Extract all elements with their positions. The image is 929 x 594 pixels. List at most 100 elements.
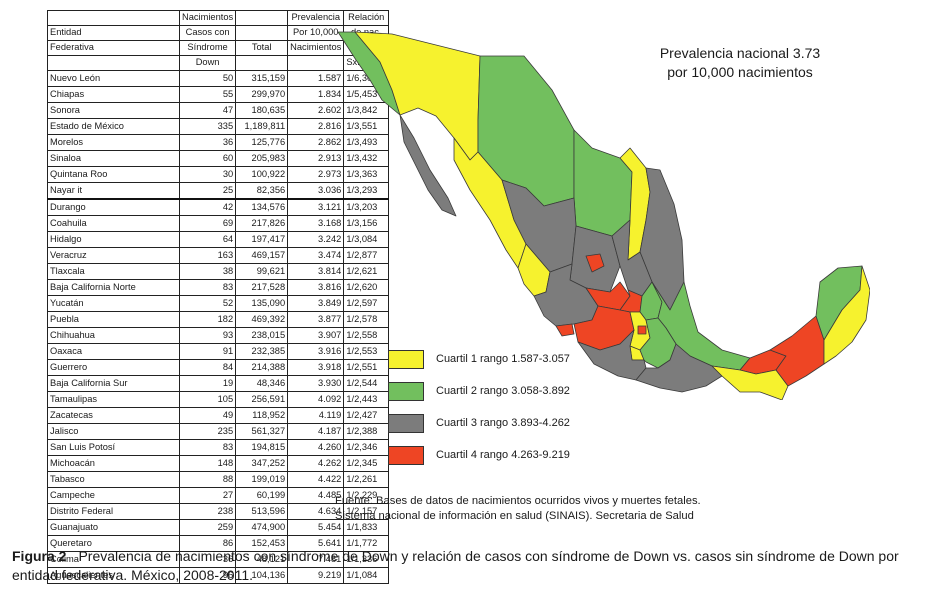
state-coahuila <box>573 129 633 237</box>
cell-total: 214,388 <box>235 359 289 376</box>
cell-casos: 105 <box>178 391 237 408</box>
table-body: Nacimientos Prevalencia Relación Entidad Cas… <box>47 10 390 584</box>
table-row: Nuevo León 50 315,159 1.587 1/6,302 <box>47 70 390 87</box>
cell-casos: 96 <box>178 567 237 584</box>
header-cell: Total <box>235 40 289 56</box>
table-row: Baja California Norte 83 217,528 3.816 1/2,6… <box>47 279 390 296</box>
cell-entidad: Estado de México <box>47 118 180 135</box>
cell-entidad: Veracruz <box>47 247 180 264</box>
cell-casos: 238 <box>178 503 237 520</box>
cell-prevalencia: 4.119 <box>287 407 345 424</box>
cell-entidad: Michoacán <box>47 455 180 472</box>
table-row: Aguascalientes 96 104,136 9.219 1/1,084 <box>47 567 390 584</box>
cell-entidad: Campeche <box>47 487 180 504</box>
table-row: Michoacán 148 347,252 4.262 1/2,345 <box>47 455 390 472</box>
cell-casos: 27 <box>178 487 237 504</box>
header-cell: Síndrome <box>178 40 237 56</box>
cell-casos: 49 <box>178 407 237 424</box>
cell-entidad: Zacatecas <box>47 407 180 424</box>
cell-relacion: 1/2,427 <box>343 407 390 424</box>
cell-total: 100,922 <box>235 166 289 183</box>
national-prevalence-label: Prevalencia nacional 3.73 por 10,000 nac… <box>640 44 840 82</box>
state-quintana-roo <box>823 265 870 365</box>
source-line-2: Sistema nacional de información en salud… <box>335 510 694 522</box>
legend-swatch-quartile-1 <box>388 350 424 369</box>
cell-total: 82,356 <box>235 182 289 200</box>
cell-casos: 47 <box>178 102 237 119</box>
cell-entidad: Baja California Sur <box>47 375 180 392</box>
cell-casos: 60 <box>178 150 237 167</box>
cell-relacion: 1/3,363 <box>343 166 390 183</box>
figure-label: Figura 2 <box>12 548 67 564</box>
state-baja-california-sur <box>399 114 457 217</box>
header-cell: Nacimientos <box>178 10 237 26</box>
cell-entidad: Nayar it <box>47 182 180 200</box>
cell-entidad: Quintana Roo <box>47 166 180 183</box>
cell-prevalencia: 2.973 <box>287 166 345 183</box>
table-row: Veracruz 163 469,157 3.474 1/2,877 <box>47 247 390 264</box>
cell-casos: 52 <box>178 295 237 312</box>
legend-item-quartile-1: Cuartil 1 rango 1.587-3.057 <box>388 350 608 370</box>
national-prevalence-line1: Prevalencia nacional 3.73 <box>659 45 821 61</box>
cell-entidad: Chiapas <box>47 86 180 103</box>
cell-casos: 163 <box>178 247 237 264</box>
cell-total: 469,392 <box>235 311 289 328</box>
table-row: Estado de México 335 1,189,811 2.816 1/3,551 <box>47 118 390 135</box>
cell-casos: 335 <box>178 118 237 135</box>
table-row: Sonora 47 180,635 2.602 1/3,842 <box>47 102 390 119</box>
cell-entidad: Baja California Norte <box>47 279 180 296</box>
cell-prevalencia: 4.262 <box>287 455 345 472</box>
state-colima <box>555 323 575 337</box>
table-row: Chiapas 55 299,970 1.834 1/5,453 <box>47 86 390 103</box>
cell-relacion: 1/1,084 <box>343 567 390 584</box>
header-cell: Down <box>178 55 237 71</box>
table-row: Tabasco 88 199,019 4.422 1/2,261 <box>47 471 390 488</box>
cell-total: 134,576 <box>235 198 289 216</box>
cell-casos: 83 <box>178 279 237 296</box>
cell-total: 118,952 <box>235 407 289 424</box>
cell-casos: 36 <box>178 134 237 151</box>
header-cell <box>47 55 180 71</box>
cell-casos: 25 <box>178 182 237 200</box>
cell-total: 299,970 <box>235 86 289 103</box>
cell-total: 199,019 <box>235 471 289 488</box>
cell-casos: 182 <box>178 311 237 328</box>
cell-total: 194,815 <box>235 439 289 456</box>
cell-total: 561,327 <box>235 423 289 440</box>
table-row: Campeche 27 60,199 4.485 1/2,229 <box>47 487 390 504</box>
cell-entidad: Puebla <box>47 311 180 328</box>
legend-swatch-quartile-4 <box>388 446 424 465</box>
cell-casos: 91 <box>178 343 237 360</box>
cell-prevalencia: 4.422 <box>287 471 345 488</box>
cell-total: 217,826 <box>235 215 289 232</box>
cell-casos: 84 <box>178 359 237 376</box>
cell-casos: 88 <box>178 471 237 488</box>
legend-label-quartile-1: Cuartil 1 rango 1.587-3.057 <box>436 353 570 365</box>
cell-relacion: 1/2,388 <box>343 423 390 440</box>
cell-entidad: Hidalgo <box>47 231 180 248</box>
table-row: Durango 42 134,576 3.121 1/3,203 <box>47 198 390 216</box>
cell-casos: 30 <box>178 166 237 183</box>
table-row: Guanajuato 259 474,900 5.454 1/1,833 <box>47 519 390 536</box>
cell-prevalencia: 3.168 <box>287 215 345 232</box>
figure-caption-text: Prevalencia de nacimientos con síndrome … <box>12 548 899 583</box>
header-cell <box>235 10 289 26</box>
cell-casos: 259 <box>178 519 237 536</box>
legend-swatch-quartile-2 <box>388 382 424 401</box>
cell-relacion: 1/2,261 <box>343 471 390 488</box>
header-cell <box>47 10 180 26</box>
state-campeche <box>769 315 825 387</box>
cell-entidad: Aguascalientes <box>47 567 180 584</box>
cell-entidad: Tamaulipas <box>47 391 180 408</box>
cell-entidad: Nuevo León <box>47 70 180 87</box>
cell-total: 197,417 <box>235 231 289 248</box>
figure-caption: Figura 2 Prevalencia de nacimientos con s… <box>12 547 924 585</box>
cell-total: 217,528 <box>235 279 289 296</box>
cell-total: 180,635 <box>235 102 289 119</box>
cell-entidad: Guanajuato <box>47 519 180 536</box>
table-row: Sinaloa 60 205,983 2.913 1/3,432 <box>47 150 390 167</box>
legend-item-quartile-3: Cuartil 3 rango 3.893-4.262 <box>388 414 608 434</box>
cell-entidad: Durango <box>47 198 180 216</box>
cell-entidad: Tlaxcala <box>47 263 180 280</box>
cell-relacion: 1/2,345 <box>343 455 390 472</box>
